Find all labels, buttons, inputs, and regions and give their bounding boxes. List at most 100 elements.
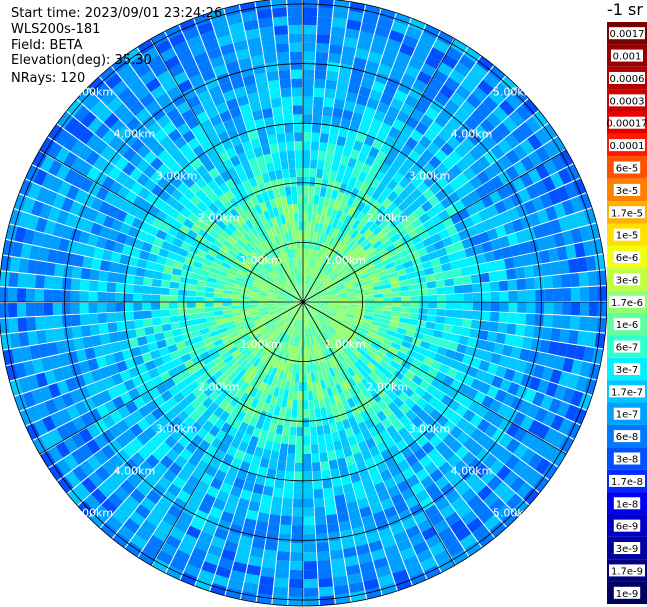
range-gate-cell: [222, 289, 233, 295]
range-gate-cell: [419, 230, 431, 241]
range-gate-cell: [356, 235, 366, 245]
range-gate-cell: [373, 289, 383, 295]
range-gate-cell: [169, 281, 180, 289]
range-gate-cell: [226, 13, 243, 26]
range-gate-cell: [370, 211, 381, 223]
range-gate-cell: [273, 267, 281, 276]
range-gate-cell: [378, 269, 388, 277]
range-gate-cell: [157, 519, 174, 535]
range-gate-cell: [496, 403, 511, 418]
range-gate-cell: [352, 276, 362, 283]
range-gate-cell: [417, 314, 428, 322]
range-gate-cell: [63, 453, 79, 471]
range-gate-cell: [214, 310, 224, 316]
range-gate-cell: [70, 302, 80, 315]
range-gate-cell: [289, 308, 297, 315]
range-gate-cell: [323, 197, 331, 207]
range-gate-cell: [418, 135, 432, 149]
range-gate-cell: [213, 198, 224, 209]
range-gate-cell: [303, 364, 307, 374]
range-gate-cell: [173, 71, 189, 86]
colorbar-tick-label: 6e-9: [616, 522, 639, 533]
range-gate-cell: [133, 311, 143, 320]
range-gate-cell: [254, 72, 268, 84]
range-gate-cell: [495, 365, 508, 379]
range-gate-cell: [343, 224, 352, 235]
range-gate-cell: [524, 362, 537, 376]
range-gate-cell: [432, 39, 450, 54]
range-gate-cell: [328, 308, 338, 313]
range-gate-cell: [527, 133, 543, 151]
range-gate-cell: [298, 391, 303, 401]
range-gate-cell: [325, 405, 334, 416]
range-gate-cell: [109, 454, 124, 470]
range-gate-cell: [310, 435, 318, 445]
range-gate-cell: [350, 517, 364, 530]
range-gate-cell: [486, 362, 499, 375]
range-gate-cell: [439, 106, 455, 121]
range-gate-cell: [124, 311, 135, 321]
range-gate-cell: [351, 374, 361, 385]
range-gate-cell: [177, 347, 189, 357]
range-gate-cell: [416, 548, 433, 563]
range-gate-cell: [474, 221, 487, 235]
range-gate-cell: [494, 82, 511, 99]
range-gate-cell: [342, 348, 351, 358]
range-gate-cell: [110, 119, 126, 135]
range-gate-cell: [288, 326, 294, 336]
range-gate-cell: [370, 118, 383, 131]
range-gate-cell: [518, 121, 534, 139]
range-gate-cell: [353, 259, 363, 268]
range-gate-cell: [340, 155, 350, 166]
range-gate-cell: [172, 237, 184, 248]
range-gate-cell: [355, 371, 365, 382]
range-gate-cell: [361, 340, 371, 350]
range-gate-cell: [458, 229, 470, 241]
range-gate-cell: [458, 258, 470, 268]
range-gate-cell: [179, 369, 191, 380]
range-gate-cell: [356, 381, 367, 392]
range-gate-cell: [444, 77, 460, 92]
colorbar-cell: [607, 424, 647, 448]
range-gate-cell: [409, 251, 420, 260]
range-gate-cell: [160, 542, 178, 557]
range-gate-cell: [293, 267, 298, 277]
range-gate-cell: [64, 117, 80, 134]
range-gate-cell: [379, 93, 394, 106]
range-gate-cell: [303, 221, 307, 231]
range-gate-cell: [358, 251, 368, 260]
range-gate-cell: [315, 177, 323, 188]
range-gate-cell: [565, 343, 577, 359]
range-gate-cell: [570, 287, 581, 302]
range-gate-cell: [225, 147, 238, 159]
range-gate-cell: [476, 448, 491, 463]
range-gate-cell: [125, 320, 136, 330]
range-gate-cell: [282, 105, 293, 116]
range-gate-cell: [329, 306, 339, 310]
range-gate-cell: [404, 370, 416, 381]
range-gate-cell: [216, 360, 227, 370]
range-gate-cell: [535, 146, 551, 163]
range-gate-cell: [267, 208, 276, 219]
range-gate-cell: [579, 225, 592, 242]
range-gate-cell: [329, 125, 340, 136]
range-gate-cell: [427, 366, 439, 378]
range-gate-cell: [356, 402, 366, 414]
range-gate-cell: [357, 151, 368, 163]
range-gate-cell: [301, 266, 303, 276]
range-gate-cell: [314, 250, 320, 260]
range-gate-cell: [295, 310, 300, 319]
range-gate-cell: [176, 122, 191, 136]
range-gate-cell: [311, 354, 317, 364]
range-gate-cell: [427, 308, 437, 316]
range-gate-cell: [335, 283, 345, 290]
range-gate-cell: [170, 274, 181, 283]
range-gate-cell: [321, 388, 329, 399]
range-gate-cell: [101, 129, 117, 145]
range-gate-cell: [336, 402, 345, 413]
range-gate-cell: [392, 238, 404, 249]
range-gate-cell: [296, 418, 303, 428]
range-gate-cell: [391, 286, 401, 293]
range-gate-cell: [56, 164, 71, 181]
range-gate-cell: [205, 218, 217, 229]
